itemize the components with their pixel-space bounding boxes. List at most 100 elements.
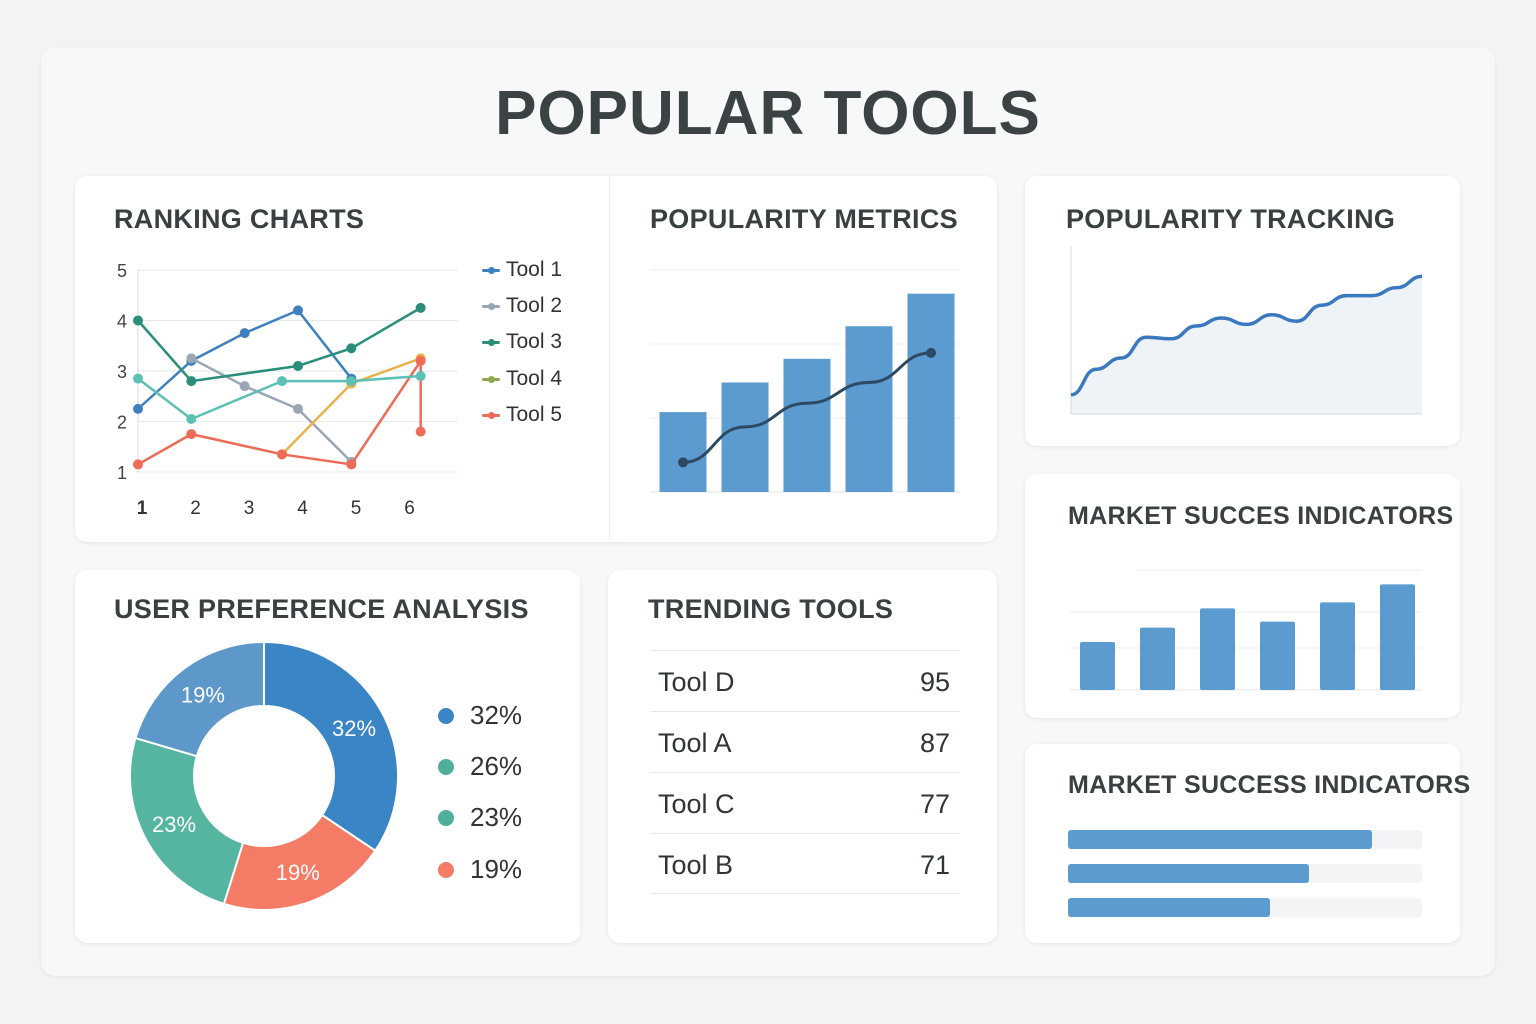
x-tick-label: 5 [351,498,362,519]
data-point [277,449,287,460]
legend-line-icon [482,375,500,383]
data-point [133,459,143,470]
legend-item-tool-3: Tool 3 [482,330,562,354]
legend-line-icon [482,411,500,419]
legend-label: 26% [470,751,523,781]
legend-item-tool-2: Tool 2 [482,294,562,318]
legend-label: Tool 4 [506,367,563,390]
legend-dot-icon [438,758,454,775]
table-divider [650,833,960,834]
series-line [190,357,353,463]
legend-item-tool-5: Tool 5 [482,403,562,427]
bar [1260,621,1295,690]
y-tick-label: 1 [117,463,127,483]
table-divider [650,772,960,773]
trend-line [682,351,932,464]
data-point [346,376,357,387]
slice-label: 32% [332,716,376,741]
data-point [133,315,143,326]
progress-bar [1068,864,1422,883]
x-tick-label: 1 [137,498,148,519]
legend-line-icon [482,266,500,274]
tool-score: 95 [919,666,950,697]
preference-title: USER PREFERENCE ANALYSIS [114,594,529,624]
donut-slice [263,640,399,853]
tool-score: 87 [919,727,950,758]
data-point [186,353,197,364]
tool-name: Tool C [658,788,735,819]
trend-point [678,457,688,468]
table-divider [650,711,960,712]
legend-label: 32% [470,700,523,730]
data-point [277,376,287,387]
tracking-title: POPULARITY TRACKING [1066,204,1396,234]
progress-bar [1068,830,1422,849]
legend-item: 32% [438,700,522,731]
legend-item-tool-1: Tool 1 [482,258,562,282]
legend-item-tool-4: Tool 4 [482,367,562,391]
market1-title: MARKET SUCCES INDICATORS [1068,502,1454,530]
y-tick-label: 5 [117,261,127,281]
table-row[interactable]: Tool C 77 [650,774,960,834]
trend-point [926,347,936,358]
bar [1080,642,1115,690]
data-point [293,360,303,371]
data-point [186,376,197,387]
bar [1200,608,1235,690]
series-line [137,359,422,466]
market-bar-chart [1070,569,1422,691]
legend-line-icon [482,338,500,346]
legend-dot-icon [438,707,454,724]
slice-label: 19% [181,682,225,707]
table-divider [650,650,960,651]
donut-slice [222,813,377,911]
ranking-card [75,176,997,542]
legend-label: Tool 3 [506,330,563,353]
data-point [186,429,197,440]
legend-label: Tool 2 [506,294,563,317]
data-point [415,371,426,382]
legend-item: 19% [438,854,522,885]
legend-dot-icon [438,809,454,826]
slice-label: 23% [152,812,196,837]
y-tick-label: 4 [117,312,127,332]
table-row[interactable]: Tool B 71 [650,835,960,895]
x-tick-label: 2 [190,498,201,519]
trending-title: TRENDING TOOLS [648,594,894,624]
trending-card: TRENDING TOOLS Tool D 95 Tool A 87 Tool … [608,570,997,943]
x-tick-label: 6 [404,498,415,519]
data-point [133,373,143,384]
data-point [346,459,357,470]
table-row[interactable]: Tool D 95 [650,652,960,712]
preference-donut-chart: 32% 19% 23% 19% [129,640,399,911]
data-point [133,403,143,414]
bar [907,293,955,492]
tool-name: Tool B [658,849,734,880]
data-point [346,343,357,354]
data-point [415,426,426,437]
ranking-line-chart: 1 2 3 4 5 1 2 3 4 5 6 [117,261,458,519]
ranking-title: RANKING CHARTS [114,204,365,234]
tool-name: Tool A [658,727,732,758]
bar [1140,627,1175,690]
legend-item: 23% [438,802,522,833]
donut-slice [129,736,245,906]
metrics-bar-chart [650,269,960,493]
progress-bar-fill [1068,864,1309,883]
data-point [415,302,426,313]
bar [721,382,769,492]
data-point [415,355,426,366]
tracking-area-chart [1070,246,1423,415]
legend-label: Tool 5 [506,403,563,426]
market2-title: MARKET SUCCESS INDICATORS [1068,771,1471,799]
progress-bar [1068,898,1422,917]
x-tick-label: 3 [244,498,255,519]
x-tick-label: 4 [297,498,308,519]
table-row[interactable]: Tool A 87 [650,713,960,773]
data-point [186,413,197,424]
data-point [293,305,303,316]
progress-bar-fill [1068,830,1373,849]
tool-score: 71 [919,849,950,880]
metrics-title: POPULARITY METRICS [650,204,958,234]
legend-dot-icon [438,861,454,878]
